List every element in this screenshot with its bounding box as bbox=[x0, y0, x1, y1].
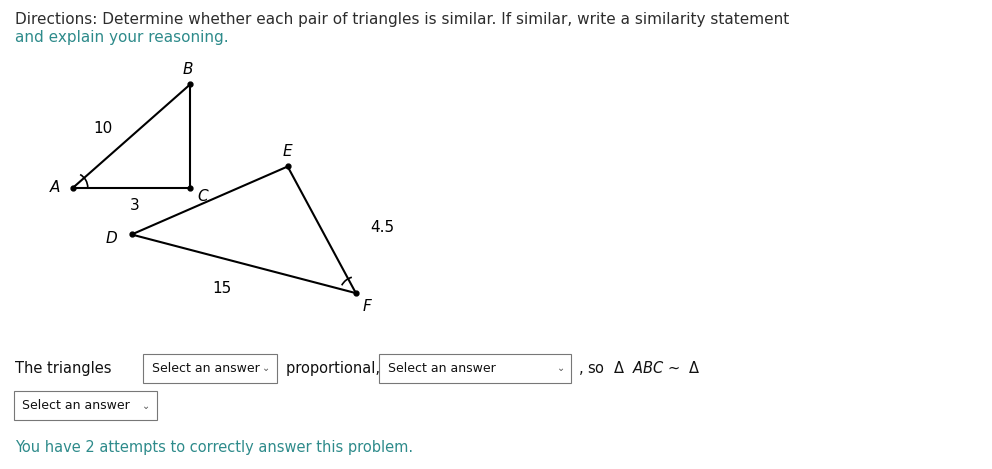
Text: Directions: Determine whether each pair of triangles is similar. If similar, wri: Directions: Determine whether each pair … bbox=[15, 12, 789, 27]
Text: C: C bbox=[197, 189, 207, 204]
Text: E: E bbox=[283, 144, 293, 159]
Text: Select an answer: Select an answer bbox=[388, 362, 496, 375]
Text: and explain your reasoning.: and explain your reasoning. bbox=[15, 30, 228, 45]
FancyBboxPatch shape bbox=[143, 354, 277, 383]
Text: The triangles: The triangles bbox=[15, 361, 111, 376]
FancyBboxPatch shape bbox=[14, 391, 157, 420]
Text: ⌄: ⌄ bbox=[262, 363, 270, 373]
Text: F: F bbox=[363, 299, 371, 314]
Text: You have 2 attempts to correctly answer this problem.: You have 2 attempts to correctly answer … bbox=[15, 440, 413, 455]
Text: ⌄: ⌄ bbox=[142, 401, 151, 411]
FancyBboxPatch shape bbox=[379, 354, 571, 383]
Text: ⌄: ⌄ bbox=[557, 363, 564, 373]
Text: proportional, by: proportional, by bbox=[286, 361, 402, 376]
Text: 3: 3 bbox=[130, 198, 140, 213]
Text: , so  $\Delta$  $\mathit{ABC}$ ~  $\Delta$: , so $\Delta$ $\mathit{ABC}$ ~ $\Delta$ bbox=[578, 359, 701, 377]
Text: B: B bbox=[183, 62, 193, 77]
Text: 10: 10 bbox=[93, 121, 112, 136]
Text: 4.5: 4.5 bbox=[370, 220, 395, 235]
Text: D: D bbox=[105, 231, 117, 246]
Text: A: A bbox=[50, 180, 61, 195]
Text: 15: 15 bbox=[212, 281, 232, 296]
Text: Select an answer: Select an answer bbox=[23, 399, 130, 412]
Text: Select an answer: Select an answer bbox=[152, 362, 260, 375]
